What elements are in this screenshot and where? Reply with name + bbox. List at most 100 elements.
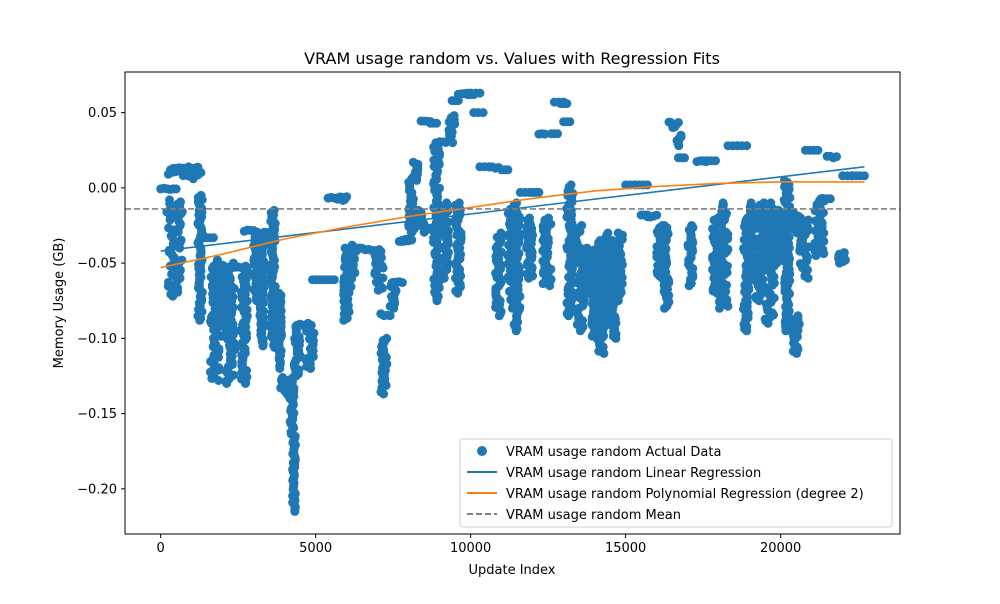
data-point	[432, 118, 442, 128]
data-point	[494, 311, 504, 321]
data-point	[660, 303, 669, 313]
data-point	[214, 376, 224, 385]
x-tick-label: 20000	[760, 541, 801, 556]
data-point	[453, 288, 463, 298]
regression-lines	[125, 166, 900, 269]
data-point	[763, 318, 773, 328]
data-point	[258, 341, 268, 351]
data-point	[385, 311, 395, 321]
data-point	[503, 165, 513, 175]
legend-marker-actual	[477, 446, 487, 456]
data-point	[534, 187, 544, 197]
data-point	[553, 129, 562, 139]
polynomial-regression-line	[160, 181, 865, 269]
data-point	[835, 258, 844, 268]
data-point	[195, 315, 205, 325]
data-point	[676, 130, 686, 140]
data-point	[751, 223, 761, 233]
plot-frame	[124, 71, 901, 535]
data-point	[575, 326, 585, 336]
data-point	[168, 291, 178, 301]
data-point	[819, 249, 829, 259]
y-tick-label: 0.05	[88, 106, 117, 121]
legend-label-linear: VRAM usage random Linear Regression	[506, 466, 761, 481]
data-point	[196, 168, 206, 178]
data-point	[475, 88, 485, 98]
data-point	[439, 273, 449, 283]
data-point	[290, 506, 300, 516]
data-point	[379, 389, 389, 399]
data-point	[673, 118, 683, 127]
data-point	[329, 275, 339, 285]
x-axis-ticks: 0 5000 10000 15000 20000	[157, 534, 801, 556]
data-point	[825, 194, 835, 204]
data-point	[342, 192, 352, 202]
legend-box	[459, 438, 893, 528]
x-tick-label: 15000	[605, 541, 646, 556]
data-point	[754, 296, 764, 306]
y-tick-label: −0.10	[77, 332, 117, 347]
x-axis-label: Update Index	[468, 563, 555, 578]
legend: VRAM usage random Actual Data VRAM usage…	[459, 438, 893, 528]
data-point	[792, 348, 802, 358]
data-point	[564, 311, 574, 321]
data-point	[524, 273, 534, 283]
y-tick-label: 0.00	[88, 181, 117, 196]
data-point	[781, 326, 791, 336]
data-point	[165, 199, 175, 209]
y-tick-label: −0.15	[77, 407, 117, 422]
x-tick-label: 10000	[450, 541, 491, 556]
data-point	[652, 210, 662, 220]
data-point	[803, 273, 813, 283]
data-point	[795, 221, 805, 231]
data-point	[772, 258, 782, 268]
data-point	[171, 184, 181, 194]
data-point	[373, 285, 383, 295]
data-point	[545, 281, 555, 291]
legend-label-mean: VRAM usage random Mean	[506, 508, 681, 523]
data-point	[389, 303, 399, 313]
data-point	[680, 153, 689, 163]
data-point	[208, 233, 218, 243]
scatter-points	[156, 88, 869, 516]
data-point	[453, 96, 463, 106]
data-point	[562, 99, 572, 109]
data-point	[714, 297, 724, 307]
data-point	[241, 379, 250, 388]
x-tick-label: 5000	[299, 541, 332, 556]
data-point	[339, 315, 349, 325]
data-point	[222, 379, 232, 388]
data-point	[599, 348, 609, 358]
data-point	[811, 251, 821, 261]
data-point	[742, 141, 752, 151]
data-point	[742, 326, 752, 336]
y-axis-label: Memory Usage (GB)	[52, 238, 67, 369]
data-point	[448, 138, 458, 148]
data-point	[207, 373, 217, 383]
x-tick-label: 0	[157, 541, 165, 556]
data-point	[723, 301, 733, 311]
data-point	[715, 303, 724, 313]
legend-label-actual: VRAM usage random Actual Data	[506, 445, 721, 460]
data-point	[565, 117, 575, 127]
data-point	[306, 364, 316, 373]
data-point	[221, 324, 231, 334]
data-point	[859, 171, 869, 181]
data-point	[275, 364, 285, 373]
data-point	[684, 281, 694, 291]
data-point	[711, 156, 720, 166]
data-point	[412, 175, 422, 185]
data-point	[832, 152, 841, 162]
data-point	[478, 108, 488, 118]
data-point	[611, 333, 621, 343]
chart-title: VRAM usage random vs. Values with Regres…	[304, 49, 720, 68]
data-point	[414, 221, 424, 230]
y-tick-label: −0.20	[77, 482, 117, 497]
data-point	[407, 235, 417, 245]
data-point	[291, 371, 301, 381]
data-point	[813, 145, 823, 155]
y-axis-ticks: 0.05 0.00 −0.05 −0.10 −0.15 −0.20	[77, 106, 125, 497]
data-point	[613, 296, 623, 306]
data-point	[432, 296, 442, 306]
